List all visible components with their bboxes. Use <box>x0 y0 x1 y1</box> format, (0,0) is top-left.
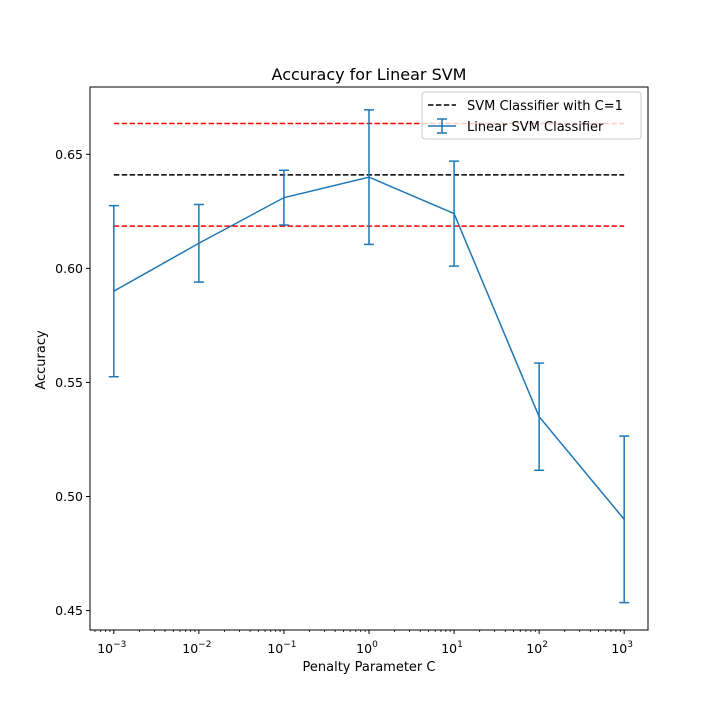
chart-title: Accuracy for Linear SVM <box>272 65 467 84</box>
legend-label-1: Linear SVM Classifier <box>467 120 604 135</box>
y-tick-label: 0.45 <box>55 603 83 618</box>
error-bar <box>449 160 460 267</box>
y-tick-label: 0.65 <box>55 147 83 162</box>
x-axis-label: Penalty Parameter C <box>303 660 436 675</box>
x-tick-label: 101 <box>441 640 463 656</box>
x-tick-label: 102 <box>526 640 548 656</box>
legend-marker-errorbar <box>428 118 456 134</box>
error-bar <box>363 109 374 246</box>
y-axis: 0.45 0.50 0.55 0.60 0.65 <box>55 147 90 618</box>
error-bar <box>108 204 119 378</box>
y-tick-label: 0.55 <box>55 375 83 390</box>
error-bar <box>193 203 204 283</box>
plot-area <box>108 109 630 604</box>
y-tick-label: 0.60 <box>55 261 83 276</box>
legend-box <box>421 91 642 140</box>
y-axis-label: Accuracy <box>34 330 49 390</box>
axes-frame <box>89 86 649 631</box>
error-bar <box>619 435 630 604</box>
x-axis: 10−3 10−2 10−1 100 101 102 103 <box>94 630 633 656</box>
x-tick-label: 10−3 <box>97 640 126 656</box>
error-bar <box>534 362 545 472</box>
x-tick-label: 103 <box>611 640 633 656</box>
legend: SVM Classifier with C=1 Linear SVM Class… <box>421 91 642 140</box>
x-tick-label: 10−2 <box>182 640 211 656</box>
error-bar <box>278 169 289 226</box>
y-tick-label: 0.50 <box>55 489 83 504</box>
legend-label-0: SVM Classifier with C=1 <box>467 99 623 114</box>
x-tick-label: 100 <box>356 640 378 656</box>
x-tick-label: 10−1 <box>267 640 296 656</box>
